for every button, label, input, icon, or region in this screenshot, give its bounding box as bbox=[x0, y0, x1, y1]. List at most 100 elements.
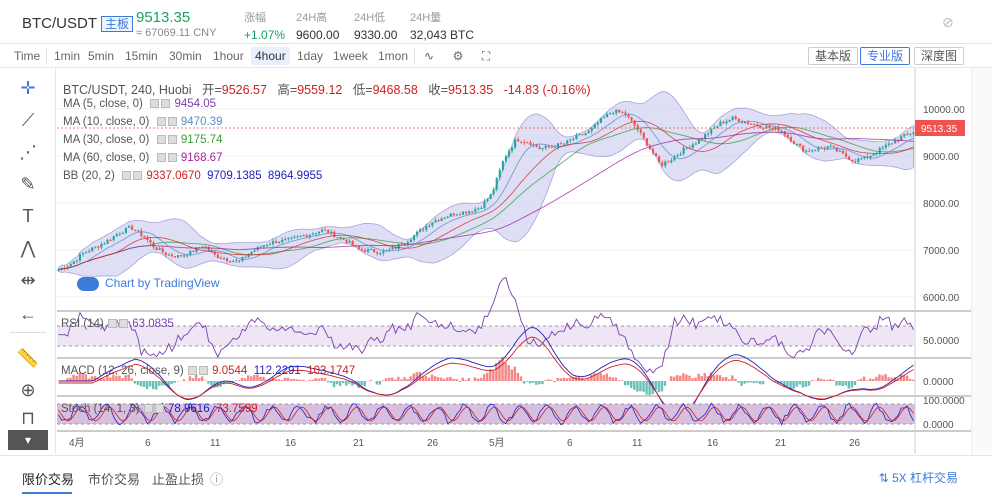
candle-body bbox=[811, 150, 814, 152]
back-arrow-icon[interactable]: ← bbox=[19, 304, 37, 324]
measure-icon[interactable]: ⇹ bbox=[20, 270, 36, 290]
pair-name[interactable]: BTC/USDT 主板 bbox=[22, 15, 134, 32]
macd-histogram-bar bbox=[660, 381, 664, 392]
candle-body bbox=[428, 225, 431, 227]
macd-histogram-bar bbox=[584, 379, 587, 381]
info-icon[interactable]: ⓘ bbox=[210, 472, 224, 487]
current-price-tag bbox=[915, 120, 965, 136]
text-tool-icon[interactable]: T bbox=[22, 206, 34, 226]
interval-1day[interactable]: 1day bbox=[297, 49, 324, 63]
macd-histogram-bar bbox=[498, 360, 501, 381]
brush-icon[interactable]: ✎ bbox=[20, 174, 36, 194]
chart-scrollbar[interactable] bbox=[971, 68, 992, 454]
candle-body bbox=[593, 124, 596, 128]
pattern-icon[interactable]: ⋀ bbox=[20, 238, 36, 258]
macd-histogram-bar bbox=[430, 374, 434, 381]
macd-histogram-bar bbox=[878, 374, 881, 381]
macd-histogram-bar bbox=[679, 375, 682, 381]
macd-histogram-bar bbox=[682, 373, 685, 381]
macd-histogram-bar bbox=[158, 381, 161, 386]
candle-body bbox=[510, 147, 514, 152]
candle-body bbox=[317, 231, 321, 234]
macd-histogram-bar bbox=[501, 357, 504, 381]
macd-histogram-bar bbox=[608, 376, 612, 381]
study-ma5[interactable]: MA (5, close, 0) 9454.05 bbox=[63, 98, 217, 110]
candle-body bbox=[590, 127, 593, 132]
macd-histogram-bar bbox=[479, 377, 483, 381]
macd-histogram-bar bbox=[72, 374, 75, 381]
view-pro-button[interactable]: 专业版 bbox=[860, 47, 911, 65]
candle-body bbox=[691, 144, 694, 148]
macd-histogram-bar bbox=[663, 381, 667, 386]
macd-histogram-bar bbox=[495, 363, 498, 381]
magnet-icon[interactable]: ⊓ bbox=[20, 408, 36, 428]
candle-body bbox=[832, 145, 835, 148]
macd-histogram-bar bbox=[547, 379, 550, 381]
macd-histogram-bar bbox=[829, 379, 832, 381]
view-depth-button[interactable]: 深度图 bbox=[914, 47, 965, 65]
candle-body bbox=[72, 261, 75, 265]
macd-histogram-bar bbox=[446, 377, 449, 381]
macd-histogram-bar bbox=[645, 381, 648, 395]
candle-body bbox=[379, 253, 382, 255]
study-ma60[interactable]: MA (60, close, 0) 9168.67 bbox=[63, 152, 223, 164]
chart-area[interactable]: 10000.00 9000.00 8000.00 7000.00 6000.00 50.0… bbox=[57, 68, 971, 454]
study-stoch[interactable]: Stoch (14, 1, 3) 78.9616 73.7599 bbox=[61, 403, 258, 415]
candle-body bbox=[618, 109, 621, 113]
interval-4hour[interactable]: 4hour bbox=[251, 47, 290, 65]
candle-body bbox=[906, 133, 909, 135]
tab-market-order[interactable]: 市价交易 bbox=[88, 472, 141, 487]
candle-body bbox=[520, 141, 523, 143]
macd-histogram-bar bbox=[777, 381, 780, 384]
candle-body bbox=[201, 246, 204, 248]
collapse-toolbar-button[interactable]: ▾ bbox=[8, 430, 48, 450]
macd-histogram-bar bbox=[222, 381, 225, 385]
eye-icon bbox=[122, 171, 132, 181]
trend-line-icon[interactable]: ⟋ bbox=[21, 110, 35, 130]
pitchfork-icon[interactable]: ⋰ bbox=[19, 142, 37, 162]
study-macd[interactable]: MACD (12, 26, close, 9) 9.0544 112.2291 … bbox=[61, 365, 356, 377]
study-bb[interactable]: BB (20, 2) 9337.0670 9709.1385 8964.9955 bbox=[63, 170, 323, 182]
crosshair-icon[interactable]: ✛ bbox=[20, 78, 36, 98]
ruler-icon[interactable]: 📏 bbox=[16, 348, 40, 368]
candle-body bbox=[771, 127, 774, 129]
candle-body bbox=[753, 124, 756, 126]
interval-15min[interactable]: 15min bbox=[125, 49, 158, 63]
interval-time[interactable]: Time bbox=[14, 49, 41, 63]
candle-body bbox=[707, 133, 710, 135]
candle-body bbox=[909, 133, 912, 135]
macd-histogram-bar bbox=[78, 372, 81, 381]
view-basic-button[interactable]: 基本版 bbox=[808, 47, 859, 65]
macd-histogram-bar bbox=[250, 376, 253, 381]
interval-5min[interactable]: 5min bbox=[88, 49, 115, 63]
macd-histogram-bar bbox=[492, 370, 495, 381]
interval-1min[interactable]: 1min bbox=[54, 49, 81, 63]
macd-histogram-bar bbox=[685, 374, 688, 381]
price-chart[interactable]: 10000.00 9000.00 8000.00 7000.00 6000.00 50.0… bbox=[57, 68, 971, 454]
tab-stop-order[interactable]: 止盈止损 bbox=[152, 472, 205, 487]
study-rsi[interactable]: RSI (14) 63.0835 bbox=[61, 318, 174, 330]
macd-histogram-bar bbox=[194, 374, 198, 381]
zoom-in-icon[interactable]: ⊕ bbox=[20, 380, 36, 400]
macd-histogram-bar bbox=[345, 381, 348, 386]
macd-histogram-bar bbox=[400, 379, 403, 381]
tab-limit-order[interactable]: 限价交易 bbox=[22, 472, 75, 487]
indicators-icon[interactable]: ∿ bbox=[423, 49, 435, 63]
tradingview-watermark[interactable]: Chart by TradingView bbox=[77, 276, 220, 291]
eye-icon bbox=[156, 153, 166, 163]
study-ma30[interactable]: MA (30, close, 0) 9175.74 bbox=[63, 134, 223, 146]
macd-histogram-bar bbox=[795, 381, 798, 387]
macd-histogram-bar bbox=[69, 377, 72, 381]
settings-gear-icon[interactable]: ⚙ bbox=[452, 49, 464, 63]
stat-change: 涨幅 +1.07% bbox=[244, 12, 286, 42]
study-ma10[interactable]: MA (10, close, 0) 9470.39 bbox=[63, 116, 223, 128]
candle-body bbox=[710, 128, 713, 134]
candle-body bbox=[648, 145, 652, 150]
visibility-off-icon[interactable]: ⊘ bbox=[942, 14, 954, 30]
interval-1mon[interactable]: 1mon bbox=[378, 49, 409, 63]
fullscreen-icon[interactable]: ⛶ bbox=[481, 49, 491, 63]
leverage-link[interactable]: ⇅ 5X 杠杆交易 bbox=[878, 471, 958, 485]
interval-1week[interactable]: 1week bbox=[333, 49, 368, 63]
interval-1hour[interactable]: 1hour bbox=[213, 49, 244, 63]
interval-30min[interactable]: 30min bbox=[169, 49, 202, 63]
